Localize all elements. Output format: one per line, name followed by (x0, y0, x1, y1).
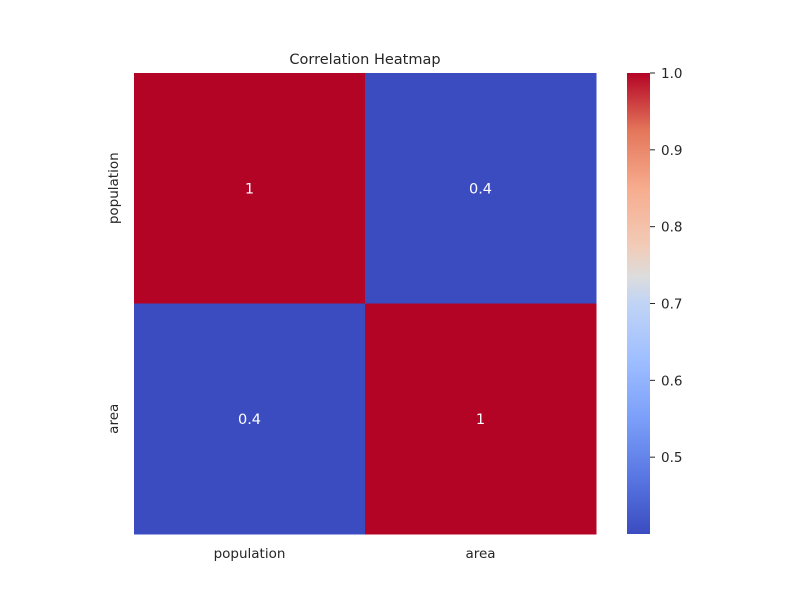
cell-annotation-0-1: 0.4 (469, 181, 492, 197)
colorbar-tick-label: 0.8 (661, 220, 682, 236)
y-tick-label: population (106, 152, 122, 224)
colorbar (627, 73, 650, 534)
cell-annotation-1-1: 1 (476, 412, 485, 428)
colorbar-tick-label: 1.0 (661, 66, 682, 82)
colorbar-ticks: 0.5 0.6 0.7 0.8 0.9 1.0 (650, 66, 682, 466)
colorbar-tick-label: 0.5 (661, 450, 682, 466)
cell-annotation-1-0: 0.4 (238, 412, 261, 428)
colorbar-tick-label: 0.6 (661, 373, 682, 389)
chart-title: Correlation Heatmap (289, 52, 440, 68)
y-axis-ticks: population area (106, 152, 122, 433)
heatmap-cells: 1 0.4 0.4 1 (134, 73, 597, 535)
heatmap-cell-0-0 (134, 73, 366, 304)
heatmap-cell-1-0 (134, 303, 366, 535)
x-tick-label: area (465, 546, 495, 562)
cell-annotation-0-0: 1 (245, 181, 254, 197)
colorbar-tick-label: 0.7 (661, 297, 682, 313)
x-axis-ticks: population area (214, 546, 496, 562)
colorbar-tick-label: 0.9 (661, 143, 682, 159)
x-tick-label: population (214, 546, 286, 562)
heatmap-cell-0-1 (365, 73, 597, 304)
y-tick-label: area (106, 404, 122, 434)
heatmap-cell-1-1 (365, 303, 597, 535)
